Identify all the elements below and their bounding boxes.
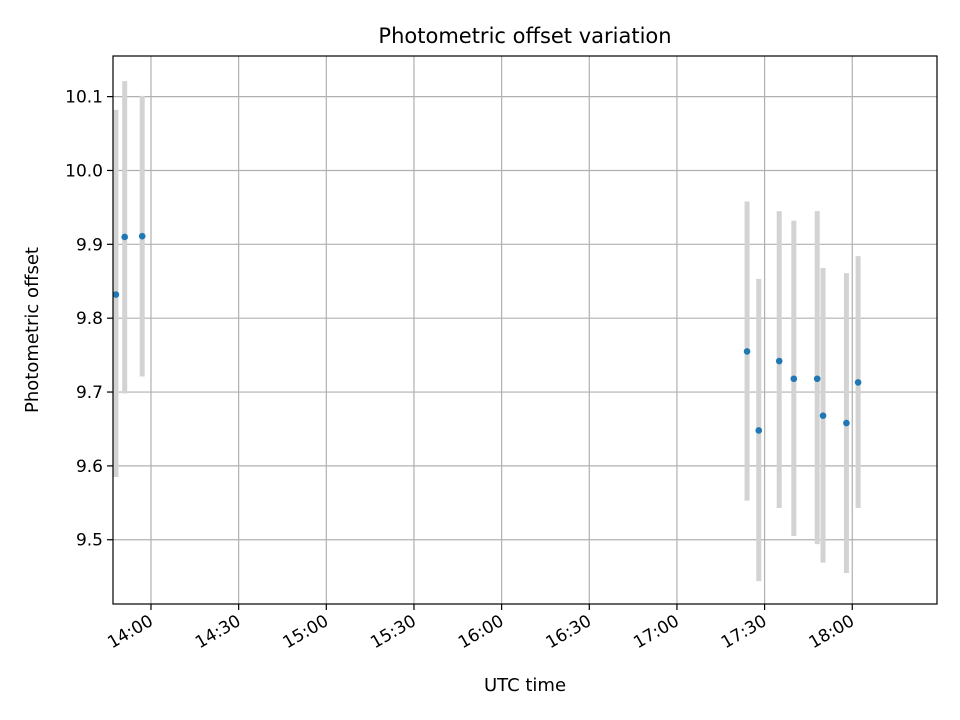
data-point	[138, 232, 146, 240]
data-point	[743, 348, 751, 355]
y-tick-label: 9.7	[76, 383, 103, 403]
data-points	[112, 232, 862, 434]
x-tick-label: 18:00	[806, 611, 858, 653]
y-tick-label: 10.0	[65, 161, 103, 181]
data-point	[854, 379, 862, 386]
data-point	[819, 412, 827, 419]
x-tick-label: 14:00	[104, 611, 156, 653]
plot-frame	[112, 55, 938, 605]
data-point	[112, 291, 120, 298]
y-axis-ticks: 9.5 9.6 9.7 9.8 9.9 10.0 10.1	[65, 88, 113, 551]
y-tick-label: 10.1	[65, 88, 103, 108]
data-point	[790, 375, 798, 383]
error-bars	[113, 81, 861, 582]
data-point	[121, 233, 128, 241]
x-tick-label: 16:00	[455, 611, 507, 653]
y-tick-label: 9.8	[76, 309, 103, 329]
chart-title: Photometric offset variation	[378, 24, 671, 48]
y-tick-label: 9.6	[76, 457, 103, 477]
y-tick-label: 9.5	[76, 531, 103, 551]
data-point	[775, 357, 783, 365]
data-point	[843, 419, 850, 427]
x-tick-label: 14:30	[192, 611, 244, 653]
data-point	[813, 375, 821, 383]
x-tick-label: 16:30	[543, 611, 595, 653]
y-axis-label: Photometric offset	[22, 247, 43, 413]
y-tick-label: 9.9	[76, 235, 103, 255]
x-tick-label: 17:30	[718, 611, 770, 653]
x-axis-label: UTC time	[484, 675, 566, 696]
x-tick-label: 17:00	[630, 611, 682, 653]
x-axis-ticks: 14:00 14:30 15:00 15:30 16:00 16:30 17:00 17:30…	[104, 604, 858, 653]
x-tick-label: 15:00	[280, 611, 332, 653]
grid-lines	[113, 56, 937, 604]
x-tick-label: 15:30	[367, 611, 419, 653]
data-point	[755, 427, 763, 434]
